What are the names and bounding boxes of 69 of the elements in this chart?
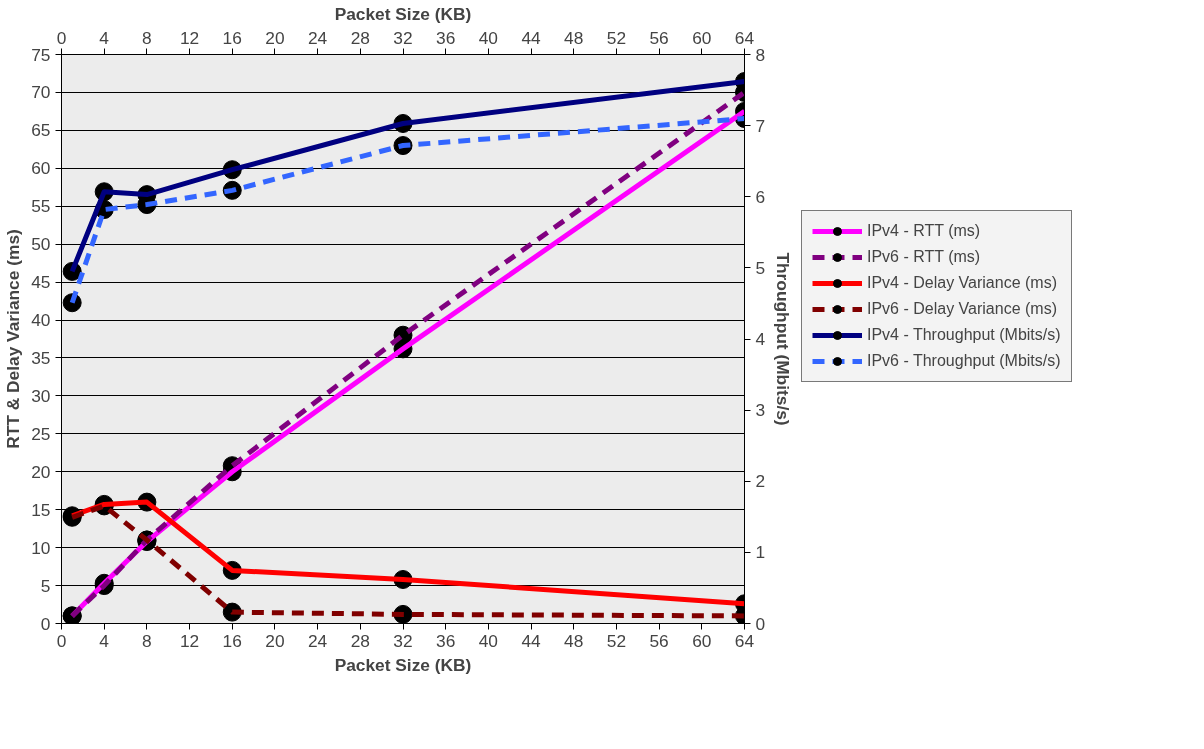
y-tick-label: 70 [31,82,51,103]
y-axis-title: RTT & Delay Variance (ms) [3,229,24,449]
legend-label: IPv4 - Throughput (Mbits/s) [867,326,1061,345]
x2-tick-label: 36 [436,630,456,651]
x-tick-label: 60 [692,27,712,48]
y2-tick-label: 8 [755,44,766,65]
y-tick-label: 15 [31,499,51,520]
x2-tick-label: 12 [179,630,200,651]
x2-axis-title: Packet Size (KB) [334,3,472,24]
x2-tick-label: 48 [564,630,584,651]
x2-tick-label: 60 [692,630,712,651]
legend-label: IPv6 - Delay Variance (ms) [867,300,1057,319]
x2-tick-label: 44 [521,630,542,651]
legend-label: IPv4 - RTT (ms) [867,222,981,241]
y2-tick-label: 0 [755,613,766,634]
y2-tick-label: 6 [755,186,766,207]
x2-tick-label: 0 [56,630,67,651]
y-tick-label: 20 [31,461,51,482]
x-axis-title: Packet Size (KB) [334,654,472,675]
x2-tick-label: 56 [649,630,669,651]
legend-label: IPv6 - Throughput (Mbits/s) [867,352,1061,371]
y2-tick-label: 2 [755,471,766,492]
legend-label: IPv6 - RTT (ms) [867,248,981,267]
y-tick-label: 0 [40,613,51,634]
x2-tick-label: 40 [478,630,499,651]
x2-tick-label: 8 [142,630,152,651]
x2-tick-label: 20 [265,630,285,651]
y-tick-label: 25 [31,423,51,444]
x-tick-label: 48 [564,27,584,48]
x-tick-label: 52 [606,27,627,48]
x2-tick-label: 24 [307,630,328,651]
x-tick-label: 8 [142,27,152,48]
y-tick-label: 75 [31,44,51,65]
y2-axis-title: Throughput (Mbits/s) [773,252,794,426]
y2-tick-label: 4 [755,329,766,349]
y2-tick-label: 5 [755,257,766,278]
x2-tick-label: 16 [222,630,242,651]
x-tick-label: 16 [222,27,242,48]
y-tick-label: 45 [31,272,51,293]
x2-tick-label: 4 [99,630,110,651]
y-tick-label: 35 [31,347,51,368]
y-tick-label: 65 [31,120,51,141]
x-tick-label: 32 [393,27,413,48]
y-tick-label: 5 [40,575,51,596]
x-tick-label: 20 [265,27,285,48]
y-tick-label: 30 [31,385,51,406]
x-tick-label: 24 [307,27,328,48]
x-tick-label: 56 [649,27,669,48]
x2-tick-label: 64 [734,630,755,651]
x-tick-label: 44 [521,27,542,48]
x2-tick-label: 52 [606,630,627,651]
y-tick-label: 10 [31,537,51,558]
x-tick-label: 36 [436,27,456,48]
y2-tick-label: 7 [755,115,766,136]
y2-tick-label: 3 [755,400,766,421]
x2-tick-label: 28 [350,630,370,651]
legend-label: IPv4 - Delay Variance (ms) [867,274,1057,293]
x2-tick-label: 32 [393,630,413,651]
x-tick-label: 64 [734,27,755,48]
x-tick-label: 0 [56,27,67,48]
x-tick-label: 40 [478,27,499,48]
y-tick-label: 50 [31,234,51,255]
x-tick-label: 28 [350,27,370,48]
x-tick-label: 12 [179,27,200,48]
y2-tick-label: 1 [755,542,766,563]
y-tick-label: 60 [31,158,51,179]
y-tick-label: 55 [31,196,51,217]
x-tick-label: 4 [99,27,110,48]
y-tick-label: 40 [31,310,51,331]
